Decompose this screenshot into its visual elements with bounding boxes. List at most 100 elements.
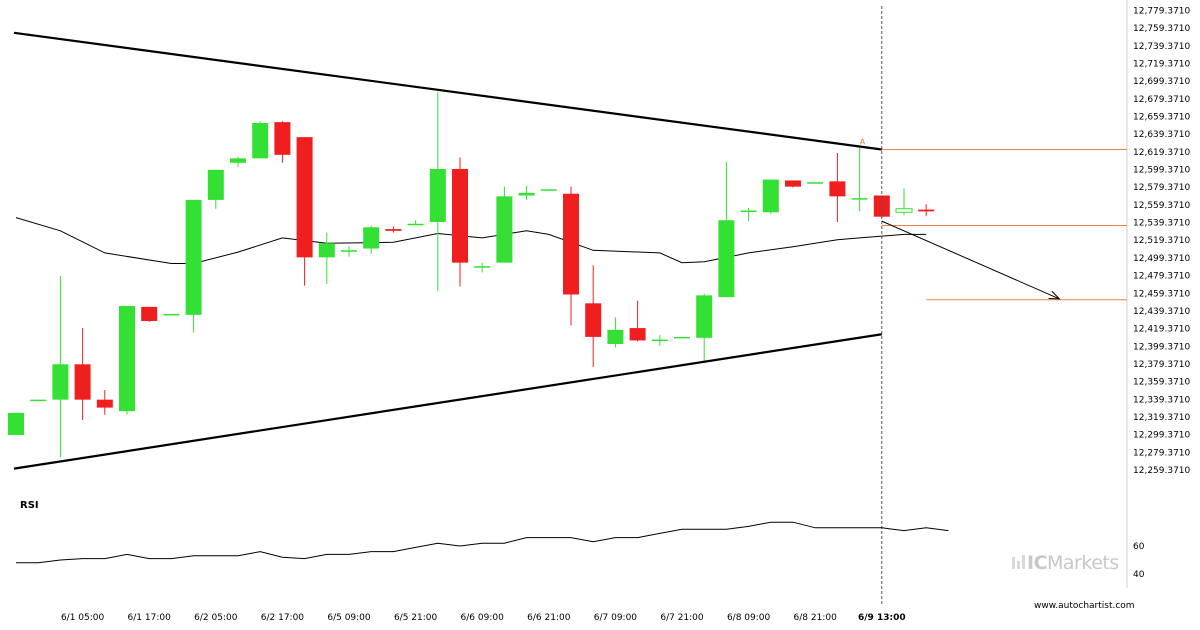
price-tick-label: 12,639.3710 <box>1133 130 1191 140</box>
candle-body <box>274 122 291 155</box>
candle-body <box>696 295 713 338</box>
time-tick-label: 6/2 05:00 <box>194 613 238 623</box>
candle <box>363 225 380 254</box>
footer-url: www.autochartist.com <box>1034 601 1135 611</box>
price-tick-label: 12,459.3710 <box>1133 289 1191 299</box>
brand-prefix: IC <box>1027 552 1047 574</box>
candle <box>385 226 402 233</box>
candle <box>674 336 690 339</box>
price-tick-label: 12,419.3710 <box>1133 325 1191 335</box>
candle <box>163 313 180 316</box>
brand-logo-text: ICMarkets <box>1027 552 1119 574</box>
price-tick-label: 12,259.3710 <box>1133 466 1191 476</box>
forecast-arrow-line <box>881 220 1060 300</box>
candle <box>607 317 624 348</box>
candle <box>629 300 646 342</box>
candle-body <box>207 169 224 200</box>
price-tick-label: 12,359.3710 <box>1133 378 1191 388</box>
candle <box>252 121 269 159</box>
time-tick-label: 6/2 17:00 <box>261 613 305 623</box>
time-axis: 6/1 05:00 6/1 17:00 6/2 05:00 6/2 17:00 6/5 … <box>61 613 906 623</box>
candle <box>518 185 535 200</box>
price-tick-label: 12,739.3710 <box>1133 42 1191 52</box>
time-tick-label: 6/6 09:00 <box>461 613 505 623</box>
candle-body <box>185 199 202 315</box>
candle-body <box>762 179 779 213</box>
brand-bar-3 <box>1022 555 1025 569</box>
lower-trendline <box>13 333 882 470</box>
candle <box>540 189 557 191</box>
price-tick-label: 12,279.3710 <box>1133 448 1191 458</box>
candle-body <box>474 266 491 268</box>
time-tick-label: 6/5 09:00 <box>327 613 371 623</box>
candle <box>274 121 291 163</box>
time-tick-label: 6/7 21:00 <box>660 613 704 623</box>
rsi-line <box>16 521 949 564</box>
candle <box>651 335 668 346</box>
price-tick-label: 12,559.3710 <box>1133 201 1191 211</box>
price-tick-label: 12,439.3710 <box>1133 307 1191 317</box>
candle-body <box>30 399 47 402</box>
candle <box>918 204 935 216</box>
candle-body <box>807 182 824 184</box>
candle-body <box>163 313 180 316</box>
candle <box>318 232 335 284</box>
candle <box>807 182 824 184</box>
candle <box>141 306 158 322</box>
price-tick-label: 12,519.3710 <box>1133 236 1191 246</box>
rsi-tick-label: 40 <box>1133 570 1145 580</box>
candle-body <box>629 328 646 341</box>
candle-body <box>895 208 913 213</box>
candle <box>96 389 113 415</box>
price-tick-label: 12,699.3710 <box>1133 77 1191 87</box>
candle-body <box>252 123 269 159</box>
price-tick-label: 12,499.3710 <box>1133 254 1191 264</box>
candle <box>296 137 313 286</box>
candle <box>429 92 446 291</box>
candle-body <box>496 196 513 263</box>
price-tick-label: 12,339.3710 <box>1133 395 1191 405</box>
candle <box>696 293 713 361</box>
price-tick-label: 12,479.3710 <box>1133 272 1191 282</box>
candle <box>8 412 24 436</box>
brand-bar-2 <box>1017 561 1020 569</box>
price-axis: 12,779.3710 12,759.3710 12,739.3710 12,719.… <box>1133 6 1191 476</box>
price-tick-label: 12,599.3710 <box>1133 166 1191 176</box>
candle-body <box>296 137 313 258</box>
price-tick-label: 12,319.3710 <box>1133 413 1191 423</box>
forecast-arrow-head <box>1048 290 1061 300</box>
price-tick-label: 12,299.3710 <box>1133 431 1191 441</box>
candle-body <box>785 180 801 187</box>
price-tick-label: 12,779.3710 <box>1133 6 1191 16</box>
candle-body <box>563 193 579 295</box>
candle-body <box>607 329 624 344</box>
candle-body <box>674 336 690 339</box>
candle-body <box>540 189 557 191</box>
candle-body <box>407 223 424 226</box>
time-tick-label: 6/7 09:00 <box>594 613 638 623</box>
candle-body <box>74 364 91 400</box>
rsi-title: RSI <box>20 500 39 511</box>
candle <box>895 188 913 215</box>
candle <box>30 399 47 402</box>
time-tick-label: 6/1 05:00 <box>61 613 105 623</box>
time-tick-label: 6/1 17:00 <box>128 613 172 623</box>
price-tick-label: 12,579.3710 <box>1133 183 1191 193</box>
pattern-layer: A <box>13 6 1127 604</box>
rsi-tick-label: 60 <box>1133 542 1145 552</box>
time-tick-label: 6/8 09:00 <box>727 613 771 623</box>
candle <box>74 328 91 420</box>
candle <box>207 169 224 209</box>
candle-body <box>518 192 535 196</box>
candle-body <box>341 250 357 252</box>
time-tick-label: 6/8 21:00 <box>794 613 838 623</box>
candle-body <box>452 168 468 263</box>
candle-body <box>119 305 135 412</box>
price-tick-label: 12,719.3710 <box>1133 59 1191 69</box>
candle-body <box>385 229 402 231</box>
candle-body <box>363 227 380 249</box>
candle-body <box>318 243 335 258</box>
candle-body <box>585 303 602 337</box>
